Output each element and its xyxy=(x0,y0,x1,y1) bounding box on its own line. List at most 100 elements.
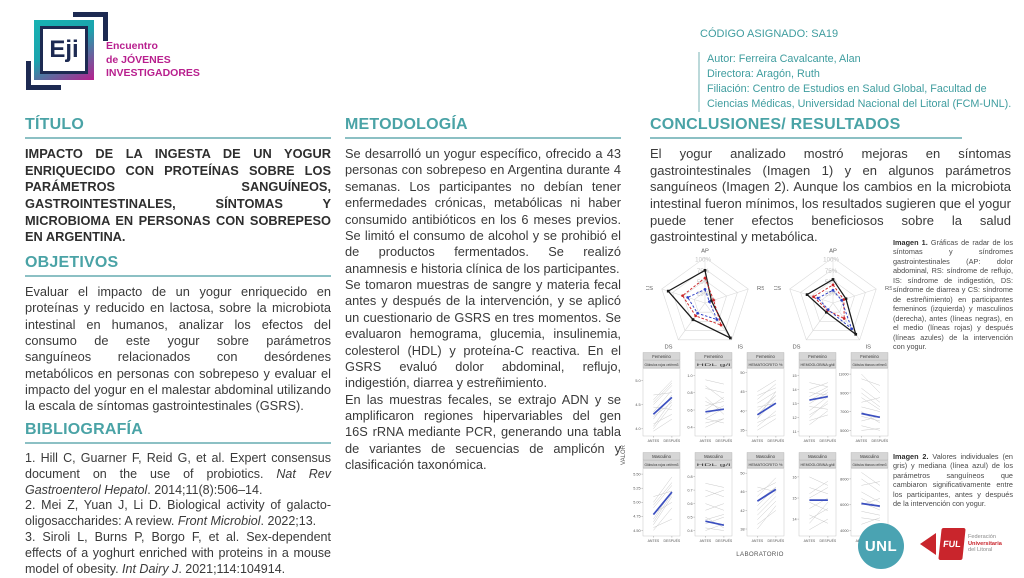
svg-text:HDL g/l: HDL g/l xyxy=(697,363,732,367)
svg-text:HEMATOCRITO %: HEMATOCRITO % xyxy=(749,363,783,367)
ful-logo: FUL Federación Universitaria del Litoral xyxy=(920,528,1002,560)
facet-plot-femenino: Femenino Glóbulos blancos cel/mm3 11000 900… xyxy=(839,352,889,443)
radar-chart-femenino: 100%75%50%25%APRSISDSCS xyxy=(646,249,764,351)
conclusiones-heading: CONCLUSIONES/ RESULTADOS xyxy=(650,116,962,139)
assigned-code-label: CÓDIGO ASIGNADO: SA19 xyxy=(700,28,839,40)
svg-text:25%: 25% xyxy=(825,291,838,298)
wordmark-line2: de JÓVENES xyxy=(106,53,171,66)
affiliation-line: Filiación: Centro de Estudios en Salud G… xyxy=(707,82,1012,110)
svg-text:5.0: 5.0 xyxy=(635,379,640,383)
svg-text:25%: 25% xyxy=(697,291,710,298)
svg-text:Glóbulos rojos cel/mm3: Glóbulos rojos cel/mm3 xyxy=(645,363,679,367)
svg-text:Glóbulos blancos cel/mm3: Glóbulos blancos cel/mm3 xyxy=(853,363,887,367)
imagen1-radar-charts: 100% 75% 50% 25% AP RS IS DS CS 100% 75% 50% 25% AP R… xyxy=(646,237,892,373)
svg-text:DESPUÉS: DESPUÉS xyxy=(768,538,785,543)
svg-text:7000: 7000 xyxy=(840,410,848,414)
eji-logo-gradient-square: Eji xyxy=(34,20,94,80)
svg-text:Masculino: Masculino xyxy=(808,454,828,459)
svg-text:Femenino: Femenino xyxy=(756,354,775,359)
svg-text:45: 45 xyxy=(740,390,744,394)
facet-plot-masculino: Masculino HEMOGLOBINA g/dl 16 15 14 ANTES DESP… xyxy=(792,452,837,543)
svg-text:Femenino: Femenino xyxy=(860,354,879,359)
svg-text:Femenino: Femenino xyxy=(652,354,671,359)
wordmark-line1: Encuentro xyxy=(106,40,158,52)
svg-text:50%: 50% xyxy=(697,279,710,286)
svg-text:Femenino: Femenino xyxy=(704,354,723,359)
svg-text:CS: CS xyxy=(774,286,781,292)
svg-text:ANTES: ANTES xyxy=(700,439,712,443)
svg-text:Glóbulos blancos cel/mm3: Glóbulos blancos cel/mm3 xyxy=(853,463,887,467)
svg-text:HDL g/l: HDL g/l xyxy=(697,463,732,467)
facet-plot-masculino: Masculino HDL g/l 0.8 0.7 0.6 0.5 0.4 ANTES DESP… xyxy=(687,452,733,543)
svg-text:DESPUÉS: DESPUÉS xyxy=(768,438,785,443)
svg-text:100%: 100% xyxy=(695,256,711,263)
svg-text:Femenino: Femenino xyxy=(808,354,827,359)
svg-text:0.6: 0.6 xyxy=(687,502,692,506)
svg-text:RS: RS xyxy=(757,286,764,292)
imagen2-line-plots: Femenino Glóbulos rojos cel/mm3 5.0 4.5 4.0 A… xyxy=(631,352,889,551)
facet-plot-femenino: Femenino HDL g/l 1.0 0.8 0.6 0.4 ANTES DESPUÉS xyxy=(687,352,733,443)
svg-text:1.0: 1.0 xyxy=(687,374,692,378)
titulo-heading: TÍTULO xyxy=(25,116,331,139)
svg-text:DESPUÉS: DESPUÉS xyxy=(716,538,733,543)
facet-plot-masculino: Masculino HEMATOCRITO % 50 46 42 38 ANTES DESPU… xyxy=(740,452,785,543)
objetivos-text: Evaluar el impacto de un yogur enriqueci… xyxy=(25,283,331,414)
svg-text:DESPUÉS: DESPUÉS xyxy=(716,438,733,443)
eji-logo-bracket-bottom-left xyxy=(26,61,61,90)
bibliografia-heading: BIBLIOGRAFÍA xyxy=(25,421,331,444)
eji-logo-bracket-top-right xyxy=(73,12,108,41)
facet-plot-masculino: Masculino Glóbulos rojos cel/mm3 5.50 5.25 5… xyxy=(633,452,681,543)
svg-text:HEMOGLOBINA g/dl: HEMOGLOBINA g/dl xyxy=(801,463,835,467)
eji-wordmark: Encuentro de JÓVENES INVESTIGADORES xyxy=(106,40,200,81)
svg-text:DS: DS xyxy=(792,344,800,350)
svg-text:50: 50 xyxy=(740,371,744,375)
facet-plot-femenino: Femenino Glóbulos rojos cel/mm3 5.0 4.5 4.0 A… xyxy=(635,352,681,443)
svg-text:0.5: 0.5 xyxy=(687,516,692,520)
imagen2-caption: Imagen 2. Valores individuales (en gris)… xyxy=(893,452,1013,509)
svg-text:AP: AP xyxy=(829,249,837,255)
svg-text:Masculino: Masculino xyxy=(704,454,724,459)
unl-logo: UNL xyxy=(858,523,904,569)
svg-text:13: 13 xyxy=(792,402,796,406)
author-block: Autor: Ferreira Cavalcante, Alan Directo… xyxy=(698,52,1024,112)
metodologia-paragraph-3: En las muestras fecales, se extrajo ADN … xyxy=(345,391,621,473)
column-left: TÍTULO IMPACTO DE LA INGESTA DE UN YOGUR… xyxy=(25,116,331,578)
svg-text:0.4: 0.4 xyxy=(687,529,692,533)
svg-text:AP: AP xyxy=(701,249,709,255)
svg-text:ANTES: ANTES xyxy=(700,539,712,543)
svg-text:0.8: 0.8 xyxy=(687,391,692,395)
svg-text:DESPUÉS: DESPUÉS xyxy=(664,438,681,443)
svg-text:100%: 100% xyxy=(823,256,839,263)
svg-text:IS: IS xyxy=(865,344,871,350)
svg-text:0.7: 0.7 xyxy=(687,489,692,493)
author-line: Autor: Ferreira Cavalcante, Alan xyxy=(707,53,861,65)
objetivos-heading: OBJETIVOS xyxy=(25,254,331,277)
svg-text:HEMOGLOBINA g/dl: HEMOGLOBINA g/dl xyxy=(801,363,835,367)
bibliography-item: 2. Mei Z, Yuan J, Li D. Biological activ… xyxy=(25,498,331,529)
svg-text:DESPUÉS: DESPUÉS xyxy=(820,438,837,443)
svg-text:0.8: 0.8 xyxy=(687,475,692,479)
column-middle: METODOLOGÍA Se desarrolló un yogur espec… xyxy=(345,116,621,474)
ful-acronym: FUL xyxy=(938,528,966,560)
svg-text:Glóbulos rojos cel/mm3: Glóbulos rojos cel/mm3 xyxy=(645,463,679,467)
svg-text:0.4: 0.4 xyxy=(687,426,692,430)
plots-y-axis-label: VALOR xyxy=(621,445,627,465)
svg-text:40: 40 xyxy=(740,409,744,413)
bibliography-list: 1. Hill C, Guarner F, Reid G, et al. Exp… xyxy=(25,451,331,578)
ful-text-line2: Universitaria xyxy=(968,540,1002,547)
svg-text:35: 35 xyxy=(740,429,744,433)
svg-text:DESPUÉS: DESPUÉS xyxy=(820,538,837,543)
svg-text:ANTES: ANTES xyxy=(856,439,868,443)
svg-text:ANTES: ANTES xyxy=(648,439,660,443)
svg-text:0.6: 0.6 xyxy=(687,408,692,412)
svg-text:CS: CS xyxy=(646,286,653,292)
ful-text-line1: Federación xyxy=(968,533,996,540)
svg-text:4000: 4000 xyxy=(840,529,848,533)
facet-plot-femenino: Femenino HEMOGLOBINA g/dl 15 14 13 12 11 ANTES D… xyxy=(792,352,837,443)
svg-text:4.50: 4.50 xyxy=(633,529,640,533)
svg-text:16: 16 xyxy=(792,475,796,479)
director-line: Directora: Aragón, Ruth xyxy=(707,67,820,80)
svg-text:6000: 6000 xyxy=(840,503,848,507)
eji-logo-acronym: Eji xyxy=(40,26,88,74)
svg-text:4.5: 4.5 xyxy=(635,403,640,407)
